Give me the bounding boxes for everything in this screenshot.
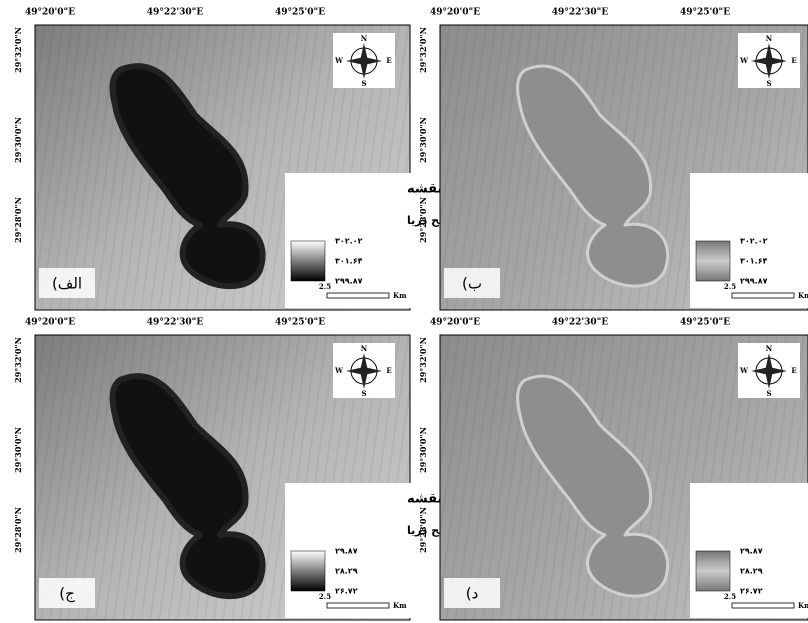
- longitude-label: 49°25'0"E: [680, 8, 730, 18]
- longitude-label: 49°25'0"E: [275, 8, 325, 18]
- longitude-label: 49°25'0"E: [275, 318, 325, 328]
- legend: راهنمای نقشهدمای سطح دریا۳۰۲.۰۲۳۰۱.۶۴۲۹۹…: [690, 173, 808, 308]
- compass-letter: N: [766, 34, 773, 43]
- legend-value: ۲۸.۲۹: [335, 567, 358, 576]
- legend-value: ۲۹.۸۷: [740, 547, 763, 556]
- latitude-label: 29°30'0"N: [418, 117, 428, 163]
- north-arrow: N E S W: [333, 343, 395, 398]
- scale-bar: [327, 603, 389, 608]
- north-arrow: N E S W: [738, 33, 800, 88]
- compass-letter: E: [791, 366, 796, 375]
- scale-unit: Km: [393, 291, 407, 300]
- latitude-label: 29°32'0"N: [418, 337, 428, 383]
- panel-label: ب): [462, 275, 482, 293]
- latitude-label: 29°28'0"N: [418, 197, 428, 243]
- compass-letter: E: [386, 366, 391, 375]
- legend-value: ۳۰۱.۶۴: [740, 257, 768, 266]
- legend-ramp: [696, 551, 730, 591]
- compass-letter: N: [361, 344, 368, 353]
- compass-letter: N: [361, 34, 368, 43]
- panel-label: الف): [52, 275, 82, 293]
- longitude-label: 49°22'30"E: [147, 318, 204, 328]
- longitude-label: 49°20'0"E: [430, 318, 480, 328]
- legend-value: ۳۰۲.۰۲: [740, 237, 768, 246]
- latitude-label: 29°30'0"N: [13, 117, 23, 163]
- legend-value: ۲۹۹.۸۷: [335, 277, 363, 286]
- longitude-label: 49°25'0"E: [680, 318, 730, 328]
- scale-bar: [327, 293, 389, 298]
- scale-value: 2.5: [724, 592, 736, 601]
- latitude-label: 29°30'0"N: [418, 427, 428, 473]
- legend-value: ۳۰۲.۰۲: [335, 237, 363, 246]
- compass-letter: S: [361, 79, 366, 88]
- longitude-label: 49°22'30"E: [147, 8, 204, 18]
- compass-letter: S: [361, 389, 366, 398]
- panel-label: ج): [59, 585, 75, 604]
- compass-letter: S: [766, 389, 771, 398]
- latitude-label: 29°28'0"N: [13, 507, 23, 553]
- scale-unit: Km: [798, 291, 808, 300]
- compass-letter: W: [334, 366, 343, 375]
- compass-letter: W: [334, 56, 343, 65]
- longitude-label: 49°22'30"E: [552, 8, 609, 18]
- legend-ramp: [696, 241, 730, 281]
- latitude-label: 29°32'0"N: [13, 337, 23, 383]
- compass-letter: E: [386, 56, 391, 65]
- legend-value: ۲۸.۲۹: [740, 567, 763, 576]
- scale-value: 2.5: [319, 592, 331, 601]
- scale-bar: [732, 603, 794, 608]
- latitude-label: 29°32'0"N: [418, 27, 428, 73]
- legend-value: ۳۰۱.۶۴: [335, 257, 363, 266]
- scale-value: 2.5: [319, 282, 331, 291]
- legend-value: ۲۹.۸۷: [335, 547, 358, 556]
- latitude-label: 29°32'0"N: [13, 27, 23, 73]
- compass-letter: N: [766, 344, 773, 353]
- legend: راهنمای نقشهدمای سطح دریا۲۹.۸۷۲۸.۲۹۲۶.۷۲…: [690, 483, 808, 618]
- scale-bar: [732, 293, 794, 298]
- panel-label: د): [466, 585, 479, 603]
- latitude-label: 29°30'0"N: [13, 427, 23, 473]
- compass-letter: S: [766, 79, 771, 88]
- longitude-label: 49°20'0"E: [25, 318, 75, 328]
- scale-unit: Km: [798, 601, 808, 610]
- figure: 49°20'0"E 49°22'30"E 49°25'0"E 29°32'0"N 29°…: [0, 0, 808, 623]
- legend-ramp: [291, 241, 325, 281]
- map-panel: 49°20'0"E 49°22'30"E 49°25'0"E 29°32'0"N 29°…: [418, 8, 808, 311]
- latitude-label: 29°28'0"N: [13, 197, 23, 243]
- north-arrow: N E S W: [738, 343, 800, 398]
- north-arrow: N E S W: [333, 33, 395, 88]
- legend-ramp: [291, 551, 325, 591]
- longitude-label: 49°20'0"E: [430, 8, 480, 18]
- legend-value: ۲۶.۷۲: [335, 587, 358, 596]
- legend-value: ۲۶.۷۲: [740, 587, 763, 596]
- compass-letter: E: [791, 56, 796, 65]
- compass-letter: W: [739, 366, 748, 375]
- longitude-label: 49°20'0"E: [25, 8, 75, 18]
- compass-letter: W: [739, 56, 748, 65]
- longitude-label: 49°22'30"E: [552, 318, 609, 328]
- scale-value: 2.5: [724, 282, 736, 291]
- legend-value: ۲۹۹.۸۷: [740, 277, 768, 286]
- scale-unit: Km: [393, 601, 407, 610]
- map-panel: 49°20'0"E 49°22'30"E 49°25'0"E 29°32'0"N 29°…: [418, 318, 808, 621]
- latitude-label: 29°28'0"N: [418, 507, 428, 553]
